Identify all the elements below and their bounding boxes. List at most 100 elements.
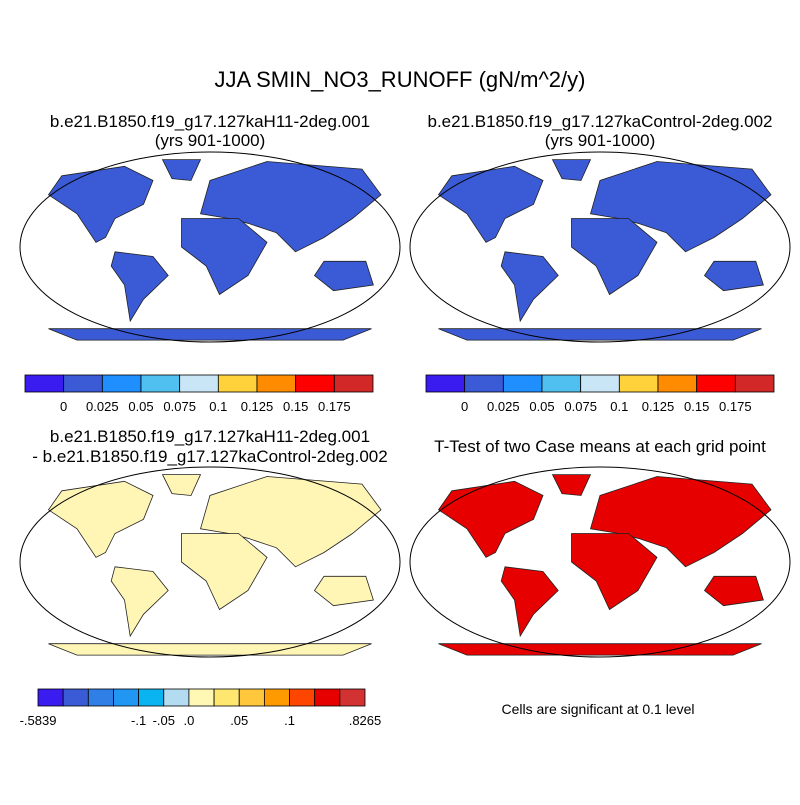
map-border: [19, 151, 401, 343]
note: Cells are significant at 0.1 level: [502, 701, 695, 717]
colorbar-box: [62, 688, 89, 707]
land: [589, 161, 772, 253]
colorbar-box: [163, 688, 190, 707]
colorbar-label: 0.15: [684, 399, 709, 414]
colorbar-box: [188, 688, 215, 707]
land: [571, 533, 658, 611]
land: [161, 159, 202, 181]
land: [551, 474, 592, 496]
panel-title: b.e21.B1850.f19_g17.127kaH11-2deg.001: [50, 112, 370, 131]
land: [110, 251, 169, 323]
colorbar-box: [289, 688, 316, 707]
colorbar-box: [24, 374, 65, 393]
colorbar-label: 0.125: [642, 399, 675, 414]
land: [199, 476, 382, 568]
land: [551, 159, 592, 181]
land: [181, 218, 268, 296]
colorbar-label: 0.05: [529, 399, 554, 414]
colorbar-box: [179, 374, 219, 393]
colorbar-box: [464, 374, 504, 393]
land: [181, 533, 268, 611]
colorbar-box: [238, 688, 265, 707]
colorbar-box: [140, 374, 181, 393]
colorbar-label: 0.1: [610, 399, 628, 414]
colorbar-box: [213, 688, 240, 707]
colorbar-label: 0.025: [487, 399, 520, 414]
colorbar-box: [339, 688, 366, 707]
land: [48, 328, 372, 341]
colorbar-label: 0.075: [163, 399, 196, 414]
colorbar-label: 0.175: [719, 399, 752, 414]
colorbar-label: .1: [284, 713, 295, 728]
land: [500, 566, 559, 638]
colorbar-box: [425, 374, 466, 393]
land: [110, 566, 169, 638]
panel-title: b.e21.B1850.f19_g17.127kaControl-2deg.00…: [427, 112, 772, 131]
map-border: [19, 466, 401, 658]
panel-title: b.e21.B1850.f19_g17.127kaH11-2deg.001: [50, 427, 370, 446]
land: [47, 165, 154, 243]
map: [409, 466, 791, 658]
colorbar-box: [541, 374, 582, 393]
land: [48, 643, 372, 656]
colorbar-label: 0.125: [241, 399, 274, 414]
map-border: [409, 151, 791, 343]
land: [589, 476, 772, 568]
colorbar-label: .8265: [349, 713, 382, 728]
colorbar-label: 0.1: [209, 399, 227, 414]
panel-subtitle: - b.e21.B1850.f19_g17.127kaControl-2deg.…: [32, 447, 387, 466]
colorbar-label: 0.025: [86, 399, 119, 414]
colorbar-box: [138, 688, 165, 707]
colorbar-box: [37, 688, 64, 707]
land: [199, 161, 382, 253]
colorbar-label: 0: [461, 399, 468, 414]
land: [571, 218, 658, 296]
colorbar-label: -.5839: [20, 713, 57, 728]
map-border: [409, 466, 791, 658]
colorbar-label: 0.075: [564, 399, 597, 414]
colorbar-box: [263, 688, 290, 707]
colorbar-box: [618, 374, 659, 393]
panel-subtitle: (yrs 901-1000): [545, 131, 656, 150]
colorbar-box: [734, 374, 775, 393]
colorbar-box: [295, 374, 335, 393]
colorbar-label: 0.05: [128, 399, 153, 414]
colorbar-box: [314, 688, 341, 707]
colorbar-box: [502, 374, 543, 393]
colorbar-box: [333, 374, 374, 393]
colorbar-box: [63, 374, 103, 393]
map: [19, 466, 401, 658]
colorbar-box: [101, 374, 142, 393]
colorbar-box: [256, 374, 297, 393]
colorbar-box: [87, 688, 114, 707]
colorbar-label: -.05: [153, 713, 175, 728]
land: [438, 328, 762, 341]
panel-title: T-Test of two Case means at each grid po…: [434, 437, 766, 456]
land: [313, 260, 374, 292]
colorbar-box: [696, 374, 736, 393]
figure-title: JJA SMIN_NO3_RUNOFF (gN/m^2/y): [215, 67, 586, 92]
land: [437, 165, 544, 243]
land: [703, 575, 764, 607]
colorbar-box: [113, 688, 140, 707]
map: [409, 151, 791, 343]
colorbar-box: [217, 374, 258, 393]
land: [161, 474, 202, 496]
colorbar-box: [657, 374, 698, 393]
map: [19, 151, 401, 343]
colorbar-label: .05: [230, 713, 248, 728]
panel-subtitle: (yrs 901-1000): [155, 131, 266, 150]
land: [438, 643, 762, 656]
colorbar-label: 0.175: [318, 399, 351, 414]
land: [437, 480, 544, 558]
land: [313, 575, 374, 607]
colorbar-label: 0: [60, 399, 67, 414]
colorbar-label: 0.15: [283, 399, 308, 414]
land: [500, 251, 559, 323]
land: [703, 260, 764, 292]
colorbar-label: .0: [184, 713, 195, 728]
colorbar-label: -.1: [131, 713, 146, 728]
land: [47, 480, 154, 558]
colorbar-box: [580, 374, 620, 393]
